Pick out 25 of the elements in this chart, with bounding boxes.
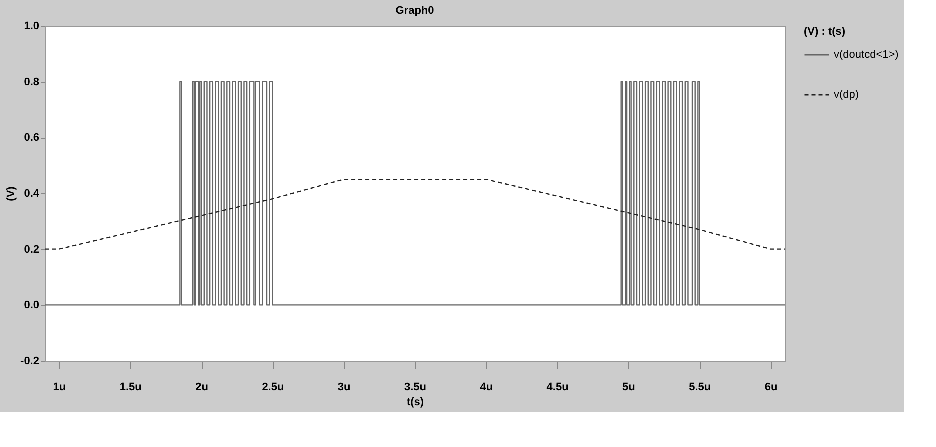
- y-tick-label: 0.8: [24, 76, 40, 88]
- y-tick-label: 1.0: [24, 20, 40, 32]
- y-tick-label: 0.0: [24, 300, 40, 312]
- x-tick-label: 3u: [338, 382, 351, 394]
- y-tick-label: 0.6: [24, 132, 40, 144]
- x-tick-label: 6u: [764, 382, 778, 394]
- x-tick-label: 1u: [53, 382, 66, 394]
- x-axis-title: t(s): [406, 396, 424, 408]
- legend-title: (V) : t(s): [804, 26, 846, 38]
- legend-label: v(dp): [834, 89, 860, 101]
- x-tick-label: 5.5u: [689, 382, 712, 394]
- y-tick-label: 0.4: [24, 188, 40, 200]
- y-axis-title: (V): [6, 186, 18, 202]
- x-tick-label: 2u: [196, 382, 208, 394]
- x-tick-label: 3.5u: [404, 382, 427, 394]
- line-series: [44, 178, 786, 250]
- x-tick-label: 4u: [480, 382, 494, 394]
- legend-label: v(doutcd<1>): [834, 49, 899, 61]
- y-tick-label: 0.2: [24, 244, 40, 256]
- x-tick-label: 5u: [622, 382, 636, 394]
- y-tick-label: -0.2: [20, 356, 40, 368]
- x-tick-label: 2.5u: [262, 382, 284, 394]
- chart-title: Graph0: [396, 5, 434, 17]
- x-tick-label: 1.5u: [120, 382, 142, 394]
- x-tick-label: 4.5u: [546, 382, 569, 394]
